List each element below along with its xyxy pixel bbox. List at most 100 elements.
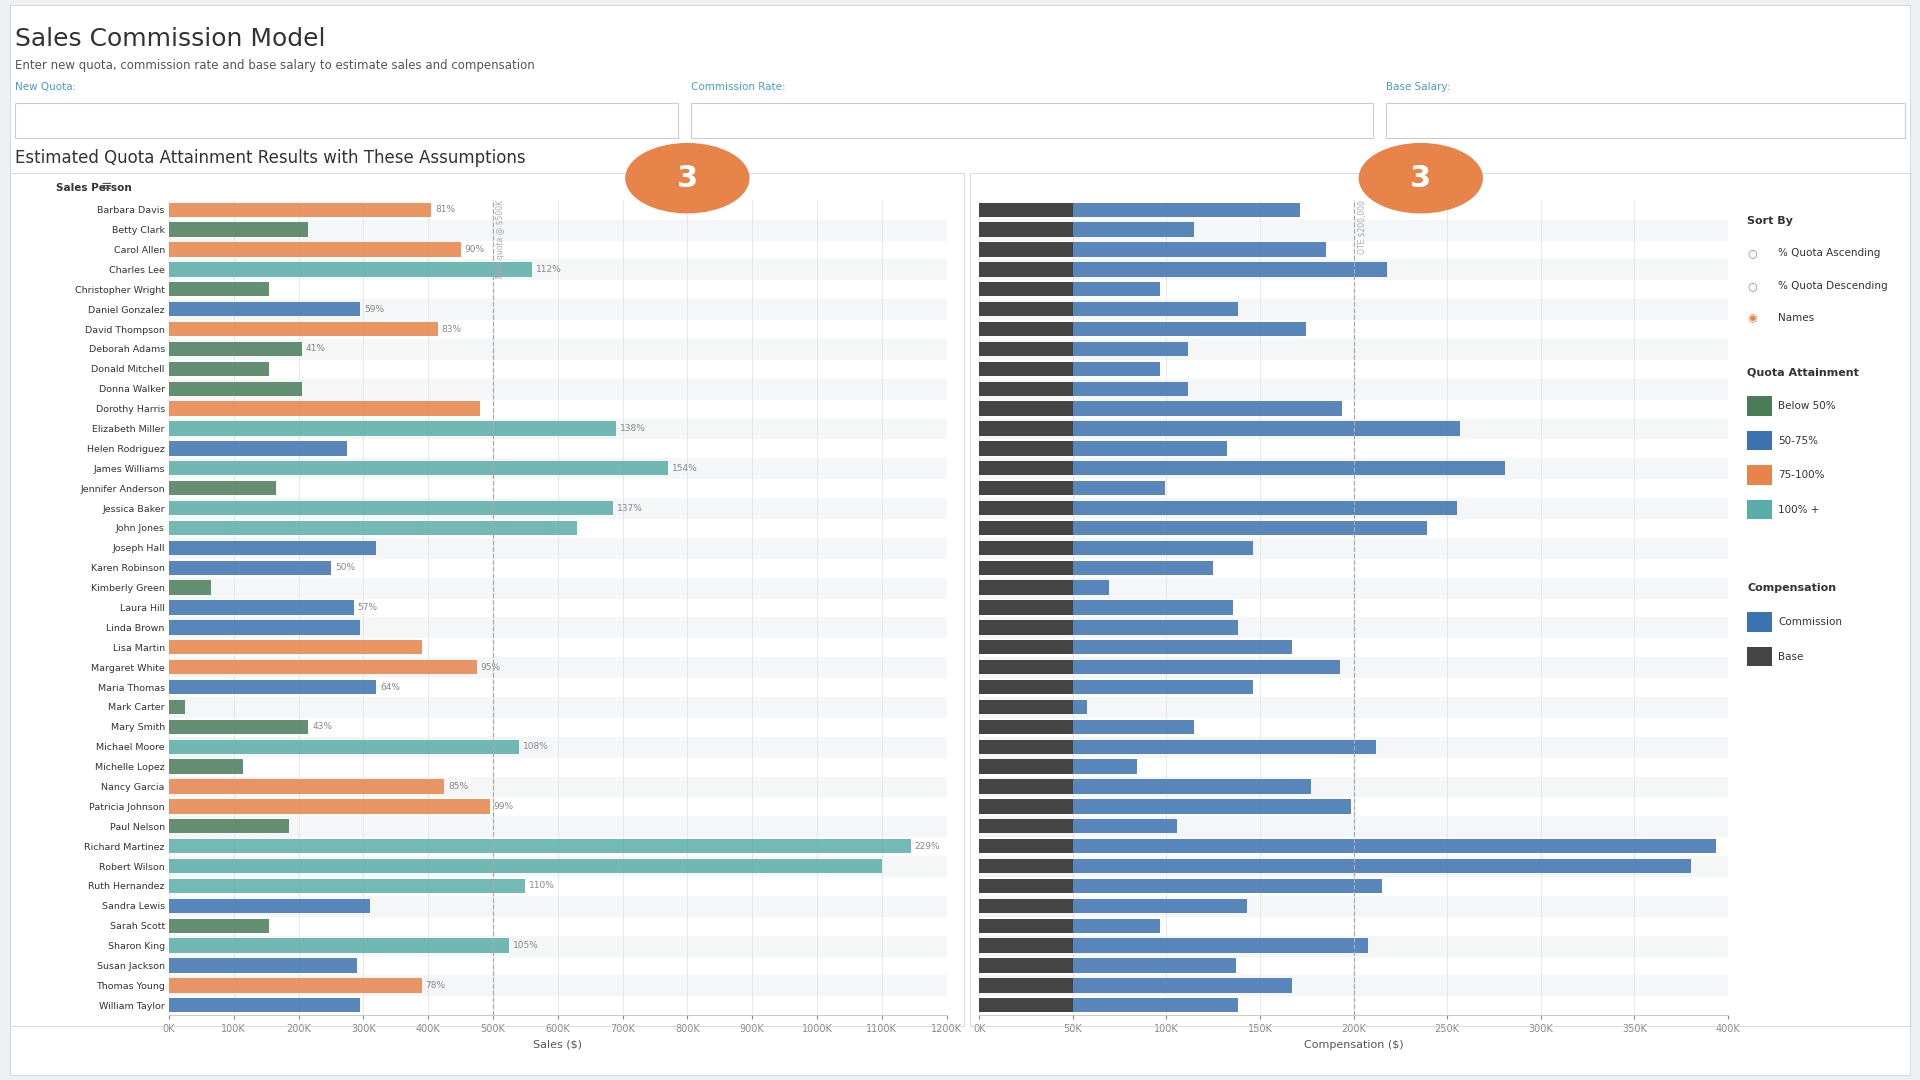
Bar (1073, 600, 1233, 615)
Bar (169, 538, 947, 557)
Bar (169, 998, 361, 1012)
Bar (169, 660, 476, 674)
Bar (979, 339, 1728, 359)
Bar (979, 341, 1073, 356)
Bar (979, 978, 1073, 993)
Bar (1073, 362, 1160, 376)
Text: Base Salary:: Base Salary: (1386, 82, 1452, 92)
Bar (979, 935, 1728, 956)
X-axis label: Compensation ($): Compensation ($) (1304, 1040, 1404, 1050)
Bar (169, 839, 910, 853)
Text: 90%: 90% (465, 245, 484, 254)
Text: 43%: 43% (313, 723, 332, 731)
Text: |: | (1402, 113, 1405, 126)
Text: 154%: 154% (672, 463, 697, 473)
Bar (1073, 222, 1194, 237)
Text: 83%: 83% (442, 325, 463, 334)
Bar (169, 759, 244, 773)
Text: 75-100%: 75-100% (1778, 470, 1824, 481)
Bar (979, 719, 1073, 734)
Bar (169, 737, 947, 757)
Bar (169, 799, 490, 813)
Bar (169, 262, 532, 276)
Text: 95%: 95% (480, 663, 501, 672)
Bar (1073, 759, 1137, 773)
Text: 81%: 81% (436, 205, 455, 214)
Bar (169, 620, 361, 635)
Bar (1073, 541, 1252, 555)
Bar (169, 222, 309, 237)
Bar (169, 259, 947, 280)
Bar (169, 421, 616, 435)
Bar (169, 819, 288, 834)
Text: 100% +: 100% + (1778, 504, 1820, 515)
Bar (169, 561, 330, 575)
Text: ○: ○ (1747, 248, 1757, 258)
Bar (979, 580, 1073, 595)
Bar (979, 242, 1073, 257)
Bar (169, 501, 612, 515)
Bar (979, 578, 1728, 597)
Bar (169, 640, 422, 654)
Bar (979, 975, 1728, 996)
Bar (169, 896, 947, 916)
Bar (169, 975, 947, 996)
Bar (979, 419, 1728, 438)
Bar (979, 538, 1728, 557)
Bar (169, 219, 947, 240)
Bar (979, 816, 1728, 836)
Bar (979, 896, 1728, 916)
Bar (1073, 640, 1292, 654)
Bar (1073, 879, 1382, 893)
Bar (979, 481, 1073, 496)
Bar (979, 700, 1073, 714)
Text: Enter new quota, commission rate and base salary to estimate sales and compensat: Enter new quota, commission rate and bas… (15, 59, 536, 72)
Bar (979, 819, 1073, 834)
Text: % Quota Ascending: % Quota Ascending (1778, 248, 1880, 258)
Bar (169, 700, 184, 714)
Bar (169, 740, 518, 754)
Bar (979, 759, 1073, 773)
Bar (169, 302, 361, 316)
Text: Commission: Commission (1778, 617, 1841, 627)
Bar (979, 381, 1073, 396)
Bar (1073, 958, 1236, 973)
Bar (169, 777, 947, 796)
Bar (979, 799, 1073, 813)
Bar (979, 521, 1073, 535)
Bar (169, 879, 526, 893)
Bar (1073, 998, 1238, 1012)
Text: Quota Attainment: Quota Attainment (1747, 367, 1859, 377)
Text: 137%: 137% (616, 503, 643, 513)
Text: 110%: 110% (530, 881, 555, 890)
Bar (169, 521, 578, 535)
Bar (1073, 740, 1377, 754)
Bar (979, 262, 1073, 276)
Bar (169, 282, 269, 296)
Bar (169, 341, 301, 356)
Bar (169, 299, 947, 319)
Bar (1073, 561, 1213, 575)
Text: 59%: 59% (365, 305, 384, 313)
Bar (169, 578, 947, 597)
Bar (169, 379, 947, 399)
Text: 3: 3 (1409, 164, 1432, 192)
Text: Sales Person: Sales Person (56, 184, 132, 193)
Bar (1073, 442, 1227, 456)
Bar (979, 839, 1073, 853)
Bar (169, 697, 947, 717)
Bar (979, 600, 1073, 615)
Bar (979, 282, 1073, 296)
Bar (979, 618, 1728, 637)
Bar (169, 856, 947, 876)
Bar (169, 322, 438, 336)
Text: ≡: ≡ (100, 179, 111, 193)
Bar (1073, 899, 1246, 913)
Bar (169, 859, 881, 874)
Bar (1073, 262, 1388, 276)
Text: 30.0%: 30.0% (697, 113, 733, 126)
Bar (979, 561, 1073, 575)
Bar (979, 222, 1073, 237)
Text: 3: 3 (676, 164, 699, 192)
Bar (169, 419, 947, 438)
